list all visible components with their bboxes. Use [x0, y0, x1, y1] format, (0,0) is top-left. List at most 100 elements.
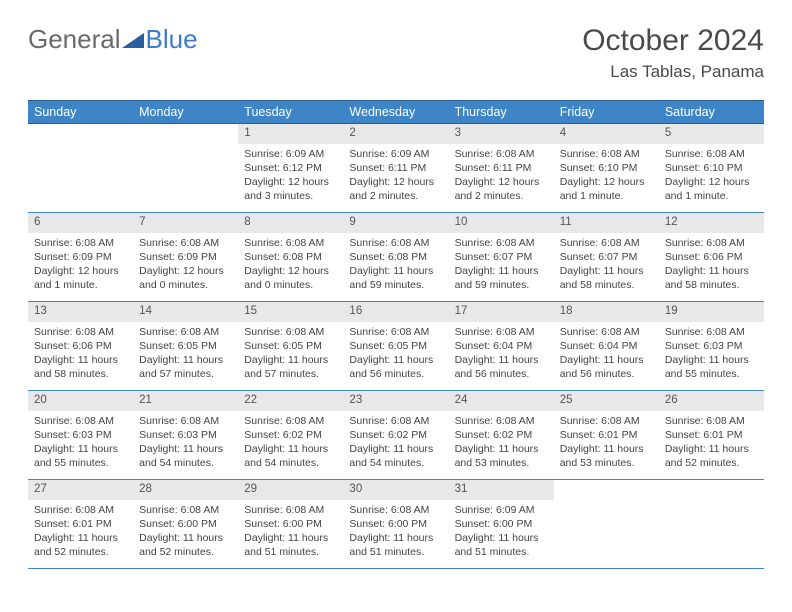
sunrise-text: Sunrise: 6:08 AM: [560, 236, 653, 250]
sunset-text: Sunset: 6:02 PM: [349, 428, 442, 442]
dow-thursday: Thursday: [449, 101, 554, 123]
logo: General Blue: [28, 24, 198, 55]
day-cell: 23Sunrise: 6:08 AMSunset: 6:02 PMDayligh…: [343, 391, 448, 479]
sunset-text: Sunset: 6:11 PM: [349, 161, 442, 175]
daylight-text: Daylight: 11 hours and 59 minutes.: [455, 264, 548, 292]
day-body: Sunrise: 6:08 AMSunset: 6:09 PMDaylight:…: [133, 233, 238, 299]
sunset-text: Sunset: 6:01 PM: [34, 517, 127, 531]
dow-monday: Monday: [133, 101, 238, 123]
day-cell: [659, 480, 764, 568]
sunrise-text: Sunrise: 6:08 AM: [34, 503, 127, 517]
day-body: Sunrise: 6:08 AMSunset: 6:11 PMDaylight:…: [449, 144, 554, 210]
sunrise-text: Sunrise: 6:08 AM: [455, 325, 548, 339]
sunrise-text: Sunrise: 6:08 AM: [665, 414, 758, 428]
daylight-text: Daylight: 12 hours and 0 minutes.: [244, 264, 337, 292]
sunset-text: Sunset: 6:07 PM: [560, 250, 653, 264]
sunrise-text: Sunrise: 6:08 AM: [34, 414, 127, 428]
day-number: 13: [28, 302, 133, 322]
week-row: 27Sunrise: 6:08 AMSunset: 6:01 PMDayligh…: [28, 480, 764, 569]
day-body: Sunrise: 6:08 AMSunset: 6:04 PMDaylight:…: [449, 322, 554, 388]
daylight-text: Daylight: 11 hours and 55 minutes.: [34, 442, 127, 470]
day-body: Sunrise: 6:08 AMSunset: 6:03 PMDaylight:…: [28, 411, 133, 477]
day-number: 18: [554, 302, 659, 322]
sunrise-text: Sunrise: 6:09 AM: [244, 147, 337, 161]
daylight-text: Daylight: 11 hours and 51 minutes.: [349, 531, 442, 559]
dow-sunday: Sunday: [28, 101, 133, 123]
day-cell: 29Sunrise: 6:08 AMSunset: 6:00 PMDayligh…: [238, 480, 343, 568]
day-number: 17: [449, 302, 554, 322]
sunset-text: Sunset: 6:10 PM: [665, 161, 758, 175]
sunset-text: Sunset: 6:08 PM: [244, 250, 337, 264]
daylight-text: Daylight: 11 hours and 53 minutes.: [560, 442, 653, 470]
sunrise-text: Sunrise: 6:08 AM: [349, 414, 442, 428]
day-body: Sunrise: 6:09 AMSunset: 6:00 PMDaylight:…: [449, 500, 554, 566]
dow-tuesday: Tuesday: [238, 101, 343, 123]
day-cell: 19Sunrise: 6:08 AMSunset: 6:03 PMDayligh…: [659, 302, 764, 390]
day-body: Sunrise: 6:08 AMSunset: 6:06 PMDaylight:…: [659, 233, 764, 299]
day-cell: 28Sunrise: 6:08 AMSunset: 6:00 PMDayligh…: [133, 480, 238, 568]
day-cell: 4Sunrise: 6:08 AMSunset: 6:10 PMDaylight…: [554, 124, 659, 212]
daylight-text: Daylight: 11 hours and 56 minutes.: [349, 353, 442, 381]
sunset-text: Sunset: 6:08 PM: [349, 250, 442, 264]
day-body: Sunrise: 6:08 AMSunset: 6:02 PMDaylight:…: [343, 411, 448, 477]
sunrise-text: Sunrise: 6:08 AM: [665, 147, 758, 161]
day-body: Sunrise: 6:08 AMSunset: 6:08 PMDaylight:…: [238, 233, 343, 299]
day-cell: 16Sunrise: 6:08 AMSunset: 6:05 PMDayligh…: [343, 302, 448, 390]
day-number: 14: [133, 302, 238, 322]
daylight-text: Daylight: 11 hours and 51 minutes.: [455, 531, 548, 559]
sunrise-text: Sunrise: 6:09 AM: [455, 503, 548, 517]
day-number: 9: [343, 213, 448, 233]
daylight-text: Daylight: 11 hours and 59 minutes.: [349, 264, 442, 292]
daylight-text: Daylight: 12 hours and 0 minutes.: [139, 264, 232, 292]
sunset-text: Sunset: 6:00 PM: [244, 517, 337, 531]
daylight-text: Daylight: 12 hours and 1 minute.: [560, 175, 653, 203]
sunset-text: Sunset: 6:00 PM: [139, 517, 232, 531]
day-body: Sunrise: 6:08 AMSunset: 6:00 PMDaylight:…: [343, 500, 448, 566]
day-cell: [28, 124, 133, 212]
day-body: Sunrise: 6:08 AMSunset: 6:02 PMDaylight:…: [238, 411, 343, 477]
daylight-text: Daylight: 11 hours and 52 minutes.: [139, 531, 232, 559]
day-body: Sunrise: 6:08 AMSunset: 6:02 PMDaylight:…: [449, 411, 554, 477]
sunrise-text: Sunrise: 6:08 AM: [244, 503, 337, 517]
daylight-text: Daylight: 11 hours and 52 minutes.: [665, 442, 758, 470]
day-body: Sunrise: 6:08 AMSunset: 6:07 PMDaylight:…: [449, 233, 554, 299]
day-cell: 13Sunrise: 6:08 AMSunset: 6:06 PMDayligh…: [28, 302, 133, 390]
location: Las Tablas, Panama: [582, 62, 764, 82]
sunset-text: Sunset: 6:10 PM: [560, 161, 653, 175]
daylight-text: Daylight: 12 hours and 1 minute.: [34, 264, 127, 292]
day-cell: 9 Sunrise: 6:08 AMSunset: 6:08 PMDaylight…: [343, 213, 448, 301]
logo-text-blue: Blue: [146, 24, 198, 55]
daylight-text: Daylight: 11 hours and 57 minutes.: [139, 353, 232, 381]
sunrise-text: Sunrise: 6:08 AM: [349, 236, 442, 250]
day-cell: 24Sunrise: 6:08 AMSunset: 6:02 PMDayligh…: [449, 391, 554, 479]
sunrise-text: Sunrise: 6:08 AM: [349, 503, 442, 517]
sunrise-text: Sunrise: 6:08 AM: [349, 325, 442, 339]
day-cell: 1Sunrise: 6:09 AMSunset: 6:12 PMDaylight…: [238, 124, 343, 212]
sunset-text: Sunset: 6:02 PM: [455, 428, 548, 442]
daylight-text: Daylight: 11 hours and 58 minutes.: [34, 353, 127, 381]
sunrise-text: Sunrise: 6:08 AM: [244, 236, 337, 250]
day-number: 19: [659, 302, 764, 322]
dow-saturday: Saturday: [659, 101, 764, 123]
week-row: 6Sunrise: 6:08 AMSunset: 6:09 PMDaylight…: [28, 213, 764, 302]
day-number: 6: [28, 213, 133, 233]
day-number: 29: [238, 480, 343, 500]
day-cell: 22Sunrise: 6:08 AMSunset: 6:02 PMDayligh…: [238, 391, 343, 479]
day-cell: 17Sunrise: 6:08 AMSunset: 6:04 PMDayligh…: [449, 302, 554, 390]
triangle-icon: [122, 24, 144, 55]
daylight-text: Daylight: 11 hours and 55 minutes.: [665, 353, 758, 381]
day-body: Sunrise: 6:08 AMSunset: 6:10 PMDaylight:…: [554, 144, 659, 210]
sunset-text: Sunset: 6:01 PM: [560, 428, 653, 442]
day-number: 31: [449, 480, 554, 500]
day-number: 12: [659, 213, 764, 233]
sunset-text: Sunset: 6:05 PM: [349, 339, 442, 353]
sunset-text: Sunset: 6:06 PM: [665, 250, 758, 264]
day-number: 5: [659, 124, 764, 144]
day-body: Sunrise: 6:08 AMSunset: 6:01 PMDaylight:…: [659, 411, 764, 477]
day-number: 20: [28, 391, 133, 411]
calendar-body: 1Sunrise: 6:09 AMSunset: 6:12 PMDaylight…: [28, 124, 764, 569]
day-body: Sunrise: 6:08 AMSunset: 6:09 PMDaylight:…: [28, 233, 133, 299]
sunset-text: Sunset: 6:04 PM: [560, 339, 653, 353]
sunset-text: Sunset: 6:07 PM: [455, 250, 548, 264]
daylight-text: Daylight: 11 hours and 54 minutes.: [244, 442, 337, 470]
